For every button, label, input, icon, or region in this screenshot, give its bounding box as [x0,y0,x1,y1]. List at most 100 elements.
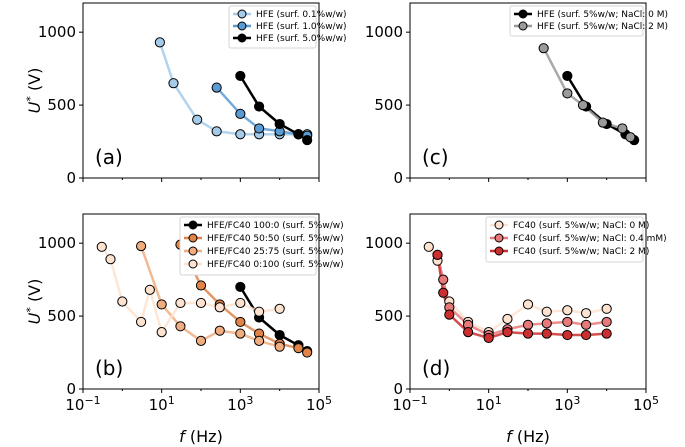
legend-item: HFE (surf. 5%w/w; NaCl: 0 M) [514,9,668,20]
legend-label: HFE/FC40 100:0 (surf. 5%w/w) [207,221,344,231]
data-point [562,329,573,341]
x-axis-label: f (Hz) [506,427,550,446]
legend-marker [188,233,198,243]
data-point [541,328,552,339]
legend-label: FC40 (surf. 5%w/w; NaCl: 2 M) [513,247,649,257]
series-markers [538,43,636,143]
data-point [562,316,573,328]
data-point [254,306,265,317]
data-point [625,132,636,143]
data-point [274,329,285,341]
data-point [117,296,128,307]
data-point [195,297,207,309]
series-line [436,254,607,337]
legend-item: HFE/FC40 100:0 (surf. 5%w/w) [184,220,344,231]
data-point [444,309,455,320]
data-point [274,341,285,352]
legend: HFE/FC40 100:0 (surf. 5%w/w) HFE/FC40 50:… [179,216,344,276]
legend-label: HFE (surf. 1.0%w/w) [256,22,346,32]
legend-marker [188,259,198,269]
legend-label: HFE/FC40 0:100 (surf. 5%w/w) [207,260,344,270]
x-tick-label: 10−1 [65,394,100,414]
data-point [483,332,494,344]
data-point [502,327,513,338]
data-point [254,101,265,112]
legend-frame [509,5,644,37]
legend-marker [188,220,198,230]
data-point [581,329,592,341]
data-point [522,319,534,330]
data-point [274,303,285,314]
y-tick-label: 0 [393,380,403,398]
data-point [195,335,207,346]
data-point [156,299,167,310]
x-tick-label: 103 [554,394,580,414]
data-point [502,313,513,325]
legend-label: FC40 (surf. 5%w/w; NaCl: 0 M) [513,221,649,231]
y-tick-label: 0 [393,169,403,187]
data-point [522,299,534,310]
data-point [581,319,592,330]
x-tick-label: 101 [149,394,175,414]
data-point [601,316,612,328]
legend-marker [237,33,247,43]
legend-marker [237,21,247,31]
data-point [293,129,304,140]
legend-label: HFE (surf. 5%w/w; NaCl: 2 M) [537,22,668,32]
x-axis-label: f (Hz) [179,427,223,446]
data-point [154,37,165,48]
data-point [214,325,225,336]
legend-label: HFE (surf. 0.1%w/w) [256,10,346,20]
legend: HFE (surf. 0.1%w/w) HFE (surf. 1.0%w/w) HF… [228,5,346,49]
legend-item: HFE (surf. 5.0%w/w) [233,33,346,44]
data-point [562,88,573,99]
legend-label: HFE (surf. 5.0%w/w) [256,34,346,44]
series-markers [432,249,612,344]
series-markers [96,241,285,338]
legend-marker [494,233,504,243]
x-tick-label: 10−1 [392,394,427,414]
data-point [96,241,107,252]
x-tick-label: 101 [476,394,502,414]
panel-b: 0 500 1000 10−1 101 103 105 U* (V) f (Hz) (b) HFE/… [24,213,344,446]
legend-item: FC40 (surf. 5%w/w; NaCl: 2 M) [490,246,649,257]
data-point [541,318,552,329]
data-point [175,321,186,332]
legend-label: HFE/FC40 25:75 (surf. 5%w/w) [207,247,344,257]
legend-label: HFE (surf. 5%w/w; NaCl: 0 M) [537,10,668,20]
y-tick-label: 500 [47,307,76,325]
data-point [192,114,203,125]
legend-item: FC40 (surf. 5%w/w; NaCl: 0.4 mM) [490,233,667,244]
data-point [156,327,167,338]
data-point [541,306,552,317]
data-point [254,123,265,134]
data-point [211,82,222,93]
legend-marker [518,9,528,19]
legend-item: HFE/FC40 0:100 (surf. 5%w/w) [184,259,344,270]
data-point [423,241,434,252]
data-point [136,240,147,252]
data-point [463,327,474,338]
legend-item: HFE (surf. 5%w/w; NaCl: 2 M) [514,21,668,32]
y-tick-label: 0 [66,169,76,187]
data-point [235,328,246,339]
data-point [597,117,608,128]
data-point [144,284,155,295]
data-point [302,134,313,146]
data-point [105,254,116,265]
legend-item: HFE/FC40 25:75 (surf. 5%w/w) [184,246,344,257]
x-tick-label: 103 [227,394,253,414]
data-point [195,280,207,291]
legend-item: HFE/FC40 50:50 (surf. 5%w/w) [184,233,344,244]
y-tick-label: 500 [374,307,403,325]
data-point [254,335,265,346]
data-point [274,118,285,130]
data-point [432,249,443,260]
legend-label: FC40 (surf. 5%w/w; NaCl: 0.4 mM) [513,234,667,244]
data-point [522,328,534,339]
x-tick-label: 105 [633,394,659,414]
data-point [438,287,449,298]
